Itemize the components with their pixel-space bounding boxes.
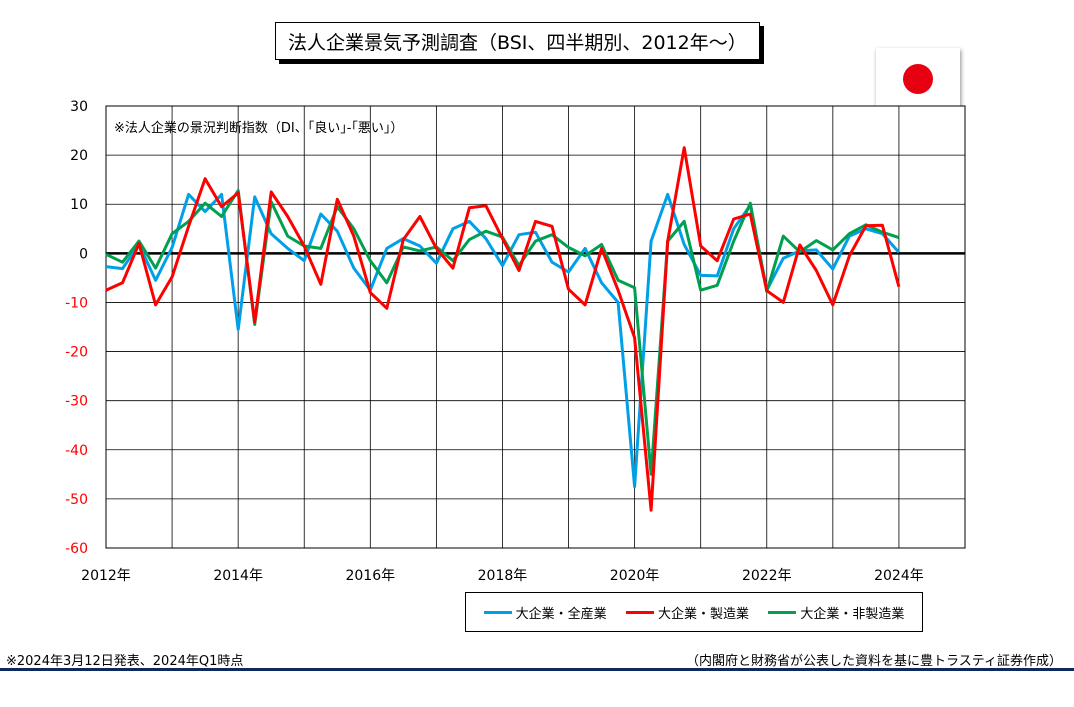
chart-title: 法人企業景気予測調査（BSI、四半期別、2012年～） [275, 22, 760, 60]
y-tick-label: -60 [65, 541, 88, 557]
chart-annotation: ※法人企業の景況判断指数（DI、｢良い｣-｢悪い｣） [114, 120, 403, 136]
y-tick-label: 0 [79, 246, 88, 262]
x-tick-label: 2018年 [478, 568, 528, 584]
y-tick-label: 10 [70, 197, 88, 213]
source-note: （内閣府と財務省が公表した資料を基に豊トラスティ証券作成） [686, 654, 1062, 669]
y-tick-label: 20 [70, 148, 88, 164]
legend-label: 大企業・製造業 [657, 606, 749, 622]
y-tick-label: -20 [65, 345, 88, 361]
legend-item: 大企業・全産業 [483, 603, 607, 622]
x-tick-label: 2014年 [213, 568, 263, 584]
y-tick-label: -30 [65, 394, 88, 410]
y-tick-label: -10 [65, 295, 88, 311]
x-tick-label: 2016年 [345, 568, 395, 584]
japan-flag [876, 48, 960, 110]
x-tick-label: 2024年 [874, 568, 924, 584]
legend-label: 大企業・全産業 [515, 606, 607, 622]
plot-area [105, 105, 966, 549]
legend-label: 大企業・非製造業 [800, 606, 905, 622]
legend-swatch [483, 610, 512, 614]
japan-flag-icon [903, 64, 933, 94]
legend-item: 大企業・非製造業 [768, 603, 904, 622]
x-tick-label: 2022年 [742, 568, 792, 584]
y-tick-label: 30 [70, 99, 88, 115]
chart-legend: 大企業・全産業 大企業・製造業 大企業・非製造業 [465, 592, 923, 632]
legend-item: 大企業・製造業 [625, 603, 749, 622]
legend-swatch [768, 610, 797, 614]
y-tick-label: -50 [65, 492, 88, 508]
release-note: ※2024年3月12日発表、2024年Q1時点 [6, 654, 244, 669]
legend-swatch [625, 610, 654, 614]
series-line-2 [105, 146, 901, 512]
x-tick-label: 2020年 [610, 568, 660, 584]
x-tick-label: 2012年 [81, 568, 131, 584]
y-tick-label: -40 [65, 443, 88, 459]
bottom-divider [0, 668, 1074, 671]
